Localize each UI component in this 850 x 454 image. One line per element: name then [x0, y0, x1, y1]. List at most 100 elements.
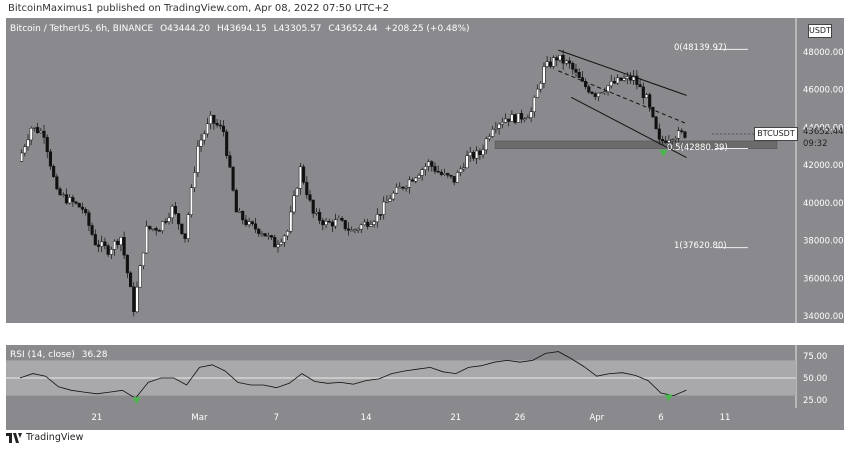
candle [491, 129, 495, 137]
channel-lower-line [570, 96, 687, 159]
candle [292, 195, 296, 213]
candle [452, 176, 456, 183]
candle [330, 221, 334, 227]
candle [183, 233, 187, 239]
candle [378, 214, 383, 216]
candle [125, 254, 129, 274]
candle [260, 233, 264, 235]
candle [212, 115, 216, 124]
candle [106, 245, 110, 255]
candle [427, 161, 431, 167]
tradingview-logo-icon [6, 432, 22, 443]
candle [250, 221, 254, 225]
candle [401, 186, 405, 189]
candle [286, 230, 290, 237]
candle [225, 131, 229, 156]
candle [71, 197, 75, 203]
candle [247, 221, 251, 225]
candle [145, 225, 149, 254]
ohlc-close: C43652.44 [328, 24, 378, 34]
candle [276, 244, 280, 248]
candle [622, 78, 626, 81]
ohlc-high: H43694.15 [216, 24, 267, 34]
candle [523, 118, 527, 121]
candle [308, 194, 312, 201]
candle [253, 223, 258, 230]
candle [670, 139, 674, 141]
candle [481, 149, 485, 155]
channel-upper-line [558, 49, 687, 96]
candle [664, 140, 668, 143]
candle [237, 211, 242, 213]
candle [411, 179, 415, 182]
candle [74, 201, 78, 204]
candle [279, 241, 283, 245]
candle [545, 61, 549, 67]
candle [45, 137, 49, 152]
candle [180, 223, 184, 234]
candle [574, 69, 578, 73]
candle [103, 241, 107, 247]
rsi-tick-label: 25.00 [803, 396, 827, 406]
candle [635, 75, 639, 85]
candle [593, 93, 597, 97]
candle [539, 83, 543, 90]
candle [241, 211, 245, 221]
candle [93, 234, 97, 246]
candle [61, 194, 65, 196]
candle [385, 201, 389, 203]
candle [414, 177, 418, 182]
ohlc-open: O43444.20 [160, 24, 211, 34]
candle [270, 235, 274, 238]
candle [526, 117, 530, 120]
candle [90, 225, 94, 235]
y-tick-label: 40000.00 [803, 199, 844, 209]
candle [218, 124, 222, 127]
candle [228, 155, 232, 168]
ticker-badge: BTCUSDT [754, 127, 798, 141]
fib-level-1-label: 1(37620.80) [674, 241, 727, 251]
rsi-name[interactable]: RSI (14, close) [10, 350, 75, 360]
last-price-label: 43652.44 [803, 127, 844, 137]
candle [48, 151, 52, 167]
candle [96, 244, 101, 247]
rsi-legend: RSI (14, close) 36.28 [10, 350, 112, 360]
candle [430, 161, 434, 167]
currency-badge[interactable]: USDT [808, 24, 832, 38]
candle [394, 187, 399, 194]
candle [628, 76, 633, 81]
candle [487, 136, 492, 140]
candle [552, 57, 556, 67]
candle [532, 97, 536, 112]
candle [289, 211, 293, 232]
x-tick-label: 21 [91, 413, 102, 423]
candle [648, 94, 652, 108]
candle [119, 237, 123, 245]
candle [420, 169, 424, 176]
x-tick-label: Mar [191, 413, 208, 423]
candle [436, 170, 440, 173]
candle [475, 150, 479, 159]
candle [500, 122, 504, 125]
candle [318, 211, 322, 221]
candle [561, 55, 565, 64]
y-tick-label: 38000.00 [803, 237, 844, 247]
candle [20, 152, 24, 162]
x-tick-label: Apr [589, 413, 604, 423]
candle [327, 221, 331, 223]
candle [625, 76, 629, 79]
candle [616, 77, 620, 84]
candle [507, 118, 511, 122]
candle [462, 167, 466, 170]
candle [580, 77, 584, 82]
symbol-title[interactable]: Bitcoin / TetherUS, 6h, BINANCE [10, 24, 154, 34]
y-tick-label: 48000.00 [803, 48, 844, 58]
fib-level-05-label: 0.5(42880.39) [667, 143, 728, 153]
publisher-line: BitcoinMaximus1 published on TradingView… [8, 3, 390, 14]
candle [555, 57, 559, 61]
candle [221, 125, 226, 132]
tradingview-footer[interactable]: TradingView [6, 432, 83, 443]
candle [503, 118, 508, 123]
